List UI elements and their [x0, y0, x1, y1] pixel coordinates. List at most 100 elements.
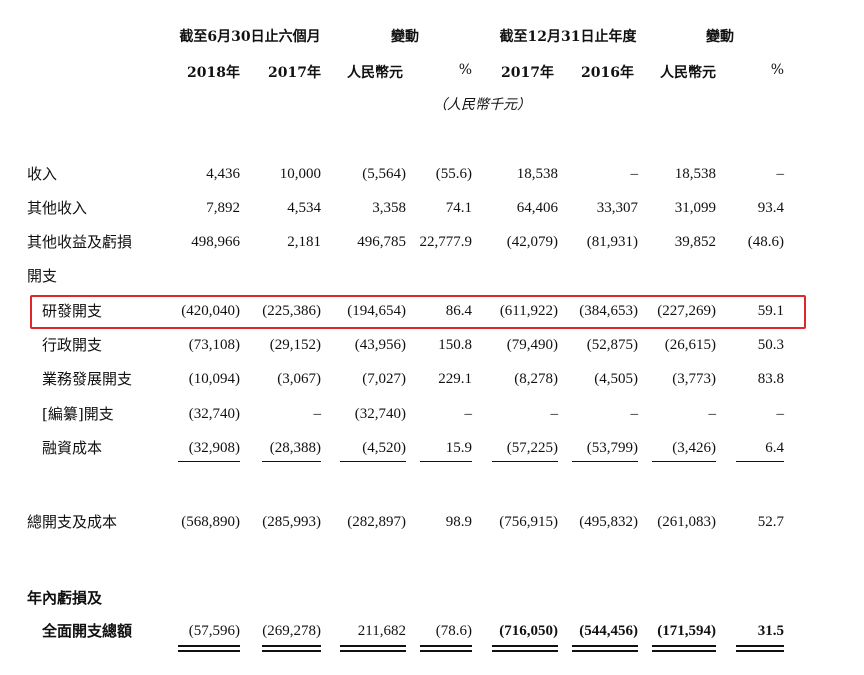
table-cell: 10,000 — [279, 166, 321, 182]
table-cell: (28,388) — [269, 440, 321, 456]
table-row: [編纂]開支 (32,740) – (32,740) – – – – – — [0, 402, 864, 426]
table-cell: 50.3 — [757, 337, 784, 353]
table-cell: (55.6) — [435, 166, 472, 182]
table-cell: – — [550, 406, 559, 422]
subtotal-rule — [340, 461, 406, 462]
table-cell: 39,852 — [674, 234, 716, 250]
table-cell: (10,094) — [188, 371, 240, 387]
col-header-rmb-2: 人民幣元 — [660, 65, 716, 81]
table-cell: – — [776, 166, 785, 182]
row-label: 開支 — [27, 267, 58, 285]
col-header-2017-fy: 2017年 — [501, 65, 554, 81]
table-cell: (32,740) — [354, 406, 406, 422]
total-double-rule — [572, 645, 638, 652]
table-cell: (7,027) — [362, 371, 406, 387]
table-cell: (495,832) — [579, 514, 638, 530]
table-cell: 22,777.9 — [419, 234, 473, 250]
table-row: 年內虧損及 — [0, 586, 864, 610]
table-cell: 33,307 — [596, 200, 638, 216]
table-cell: 86.4 — [445, 303, 472, 319]
table-cell: 150.8 — [438, 337, 472, 353]
table-cell: (194,654) — [347, 303, 406, 319]
table-cell: (171,594) — [657, 623, 716, 639]
table-cell: (42,079) — [506, 234, 558, 250]
table-cell: – — [630, 166, 639, 182]
unit-label: （人民幣千元） — [433, 97, 531, 113]
table-row: 業務發展開支 (10,094) (3,067) (7,027) 229.1 (8,278)… — [0, 367, 864, 391]
table-cell: (3,426) — [672, 440, 716, 456]
table-cell: – — [708, 406, 717, 422]
table-cell: 498,966 — [191, 234, 240, 250]
table-cell: (53,799) — [586, 440, 638, 456]
table-cell: (756,915) — [499, 514, 558, 530]
highlight-box — [30, 295, 806, 329]
table-cell: (4,520) — [362, 440, 406, 456]
table-cell: (81,931) — [586, 234, 638, 250]
table-cell: 4,534 — [287, 200, 321, 216]
table-cell: 93.4 — [757, 200, 784, 216]
table-cell: (3,773) — [672, 371, 716, 387]
table-cell: (57,225) — [506, 440, 558, 456]
table-cell: 18,538 — [516, 166, 558, 182]
col-header-2017-h1: 2017年 — [268, 65, 321, 81]
table-cell: – — [776, 406, 785, 422]
col-header-rmb-1: 人民幣元 — [347, 65, 403, 81]
table-cell: (32,908) — [188, 440, 240, 456]
subtotal-rule — [492, 461, 558, 462]
table-cell: (227,269) — [657, 303, 716, 319]
table-cell: (568,890) — [181, 514, 240, 530]
total-double-rule — [652, 645, 716, 652]
table-cell: 74.1 — [445, 200, 472, 216]
table-cell: (73,108) — [188, 337, 240, 353]
col-header-2018-h1: 2018年 — [187, 65, 240, 81]
header-period-six-months: 截至6月30日止六個月 — [179, 29, 321, 45]
table-cell: (4,505) — [594, 371, 638, 387]
table-cell: (544,456) — [579, 623, 638, 639]
table-cell: 496,785 — [357, 234, 406, 250]
row-label: 融資成本 — [42, 439, 103, 457]
table-cell: (26,615) — [664, 337, 716, 353]
table-row: 其他收益及虧損 498,966 2,181 496,785 22,777.9 (42,07… — [0, 230, 864, 254]
total-double-rule — [178, 645, 240, 652]
header-period-year: 截至12月31日止年度 — [499, 29, 637, 45]
total-double-rule — [492, 645, 558, 652]
subtotal-rule — [572, 461, 638, 462]
subtotal-rule — [652, 461, 716, 462]
row-label: 研發開支 — [42, 302, 103, 320]
table-cell: 31.5 — [757, 623, 784, 639]
table-cell: 15.9 — [445, 440, 472, 456]
table-cell: (285,993) — [262, 514, 321, 530]
row-label: 年內虧損及 — [27, 589, 103, 607]
table-row: 收入 4,436 10,000 (5,564) (55.6) 18,538 – 18,538 – — [0, 162, 864, 186]
row-label: 業務發展開支 — [42, 370, 133, 388]
table-cell: (261,083) — [657, 514, 716, 530]
table-cell: 4,436 — [206, 166, 240, 182]
total-double-rule — [340, 645, 406, 652]
table-cell: (48.6) — [747, 234, 784, 250]
row-label: 總開支及成本 — [27, 513, 118, 531]
row-label: 收入 — [27, 165, 58, 183]
table-cell: (78.6) — [435, 623, 472, 639]
table-cell: 2,181 — [287, 234, 321, 250]
table-cell: (611,922) — [499, 303, 558, 319]
table-cell: (79,490) — [506, 337, 558, 353]
table-cell: (8,278) — [514, 371, 558, 387]
subtotal-rule — [736, 461, 784, 462]
table-cell: (225,386) — [262, 303, 321, 319]
table-cell: (384,653) — [579, 303, 638, 319]
table-cell: (5,564) — [362, 166, 406, 182]
table-cell: (420,040) — [181, 303, 240, 319]
table-cell: 31,099 — [674, 200, 716, 216]
row-label: 行政開支 — [42, 336, 103, 354]
table-cell: 3,358 — [372, 200, 406, 216]
table-cell: (269,278) — [262, 623, 321, 639]
table-cell: 59.1 — [757, 303, 784, 319]
table-cell: – — [630, 406, 639, 422]
table-cell: (3,067) — [277, 371, 321, 387]
col-header-2016-fy: 2016年 — [581, 65, 634, 81]
table-cell: (282,897) — [347, 514, 406, 530]
table-cell: (29,152) — [269, 337, 321, 353]
table-cell: (716,050) — [499, 623, 558, 639]
row-label: 其他收入 — [27, 199, 88, 217]
table-row: 開支 — [0, 264, 864, 288]
